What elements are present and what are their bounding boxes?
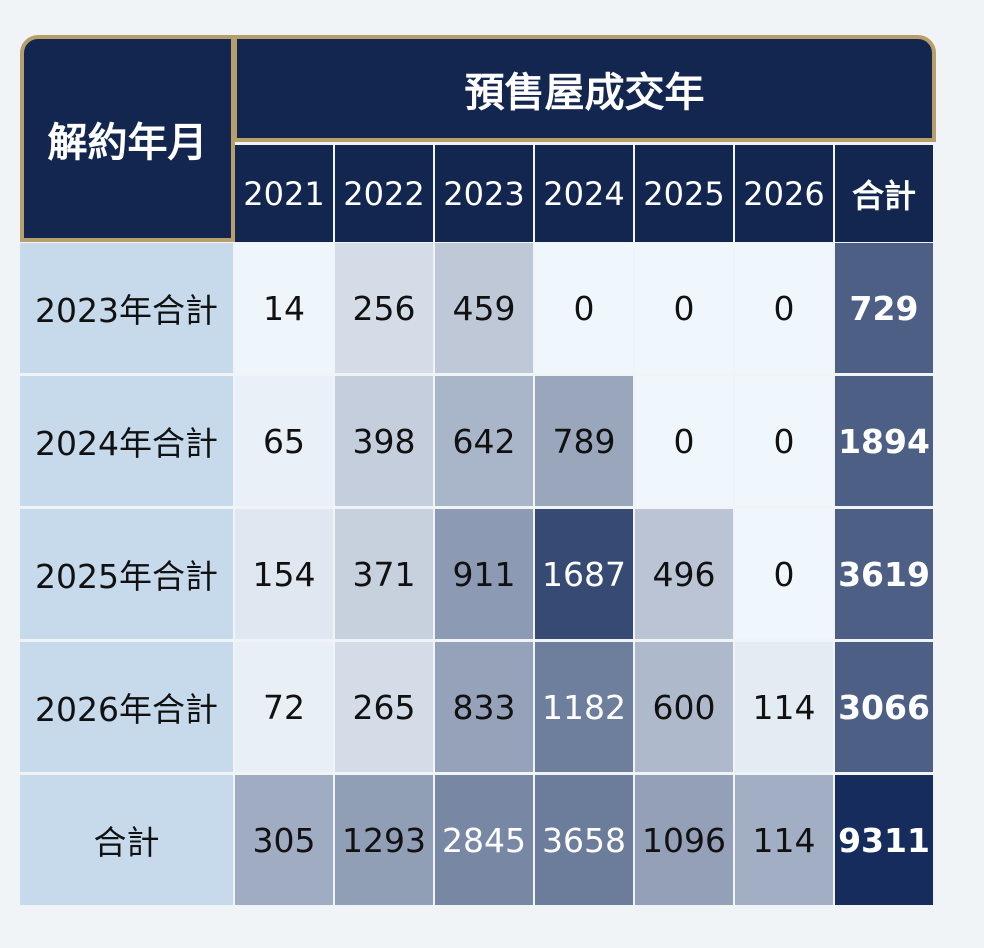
table-cell: 154 <box>235 509 333 639</box>
table-cell: 1293 <box>335 775 433 905</box>
row-label: 2023年合計 <box>20 243 233 373</box>
table-cell: 3066 <box>835 642 933 772</box>
table-cell: 833 <box>435 642 533 772</box>
table-cell: 114 <box>735 642 833 772</box>
table-cell: 371 <box>335 509 433 639</box>
column-header: 2026 <box>735 145 833 242</box>
table-cell: 642 <box>435 376 533 506</box>
table-cell: 3619 <box>835 509 933 639</box>
row-label: 合計 <box>20 775 233 905</box>
table-cell: 398 <box>335 376 433 506</box>
table-cell: 9311 <box>835 775 933 905</box>
column-header: 2021 <box>235 145 333 242</box>
table-cell: 0 <box>635 243 733 373</box>
table-cell: 1182 <box>535 642 633 772</box>
table-cell: 0 <box>635 376 733 506</box>
column-group-header: 預售屋成交年 <box>233 35 936 142</box>
table-cell: 72 <box>235 642 333 772</box>
table-cell: 0 <box>535 243 633 373</box>
table-cell: 600 <box>635 642 733 772</box>
table-cell: 3658 <box>535 775 633 905</box>
table-cell: 789 <box>535 376 633 506</box>
table-cell: 1096 <box>635 775 733 905</box>
table-cell: 14 <box>235 243 333 373</box>
table-cell: 256 <box>335 243 433 373</box>
table-cell: 2845 <box>435 775 533 905</box>
column-header: 2022 <box>335 145 433 242</box>
table-cell: 459 <box>435 243 533 373</box>
table-cell: 0 <box>735 509 833 639</box>
table-cell: 114 <box>735 775 833 905</box>
column-header: 合計 <box>835 145 933 242</box>
table-cell: 911 <box>435 509 533 639</box>
column-header: 2025 <box>635 145 733 242</box>
table-cell: 305 <box>235 775 333 905</box>
table-cell: 0 <box>735 376 833 506</box>
table-cell: 265 <box>335 642 433 772</box>
row-label: 2026年合計 <box>20 642 233 772</box>
table-cell: 496 <box>635 509 733 639</box>
row-label: 2024年合計 <box>20 376 233 506</box>
column-header: 2024 <box>535 145 633 242</box>
row-label: 2025年合計 <box>20 509 233 639</box>
table-cell: 0 <box>735 243 833 373</box>
table-cell: 1894 <box>835 376 933 506</box>
table-cell: 65 <box>235 376 333 506</box>
table-cell: 729 <box>835 243 933 373</box>
column-header: 2023 <box>435 145 533 242</box>
table-cell: 1687 <box>535 509 633 639</box>
row-header: 解約年月 <box>20 35 235 242</box>
